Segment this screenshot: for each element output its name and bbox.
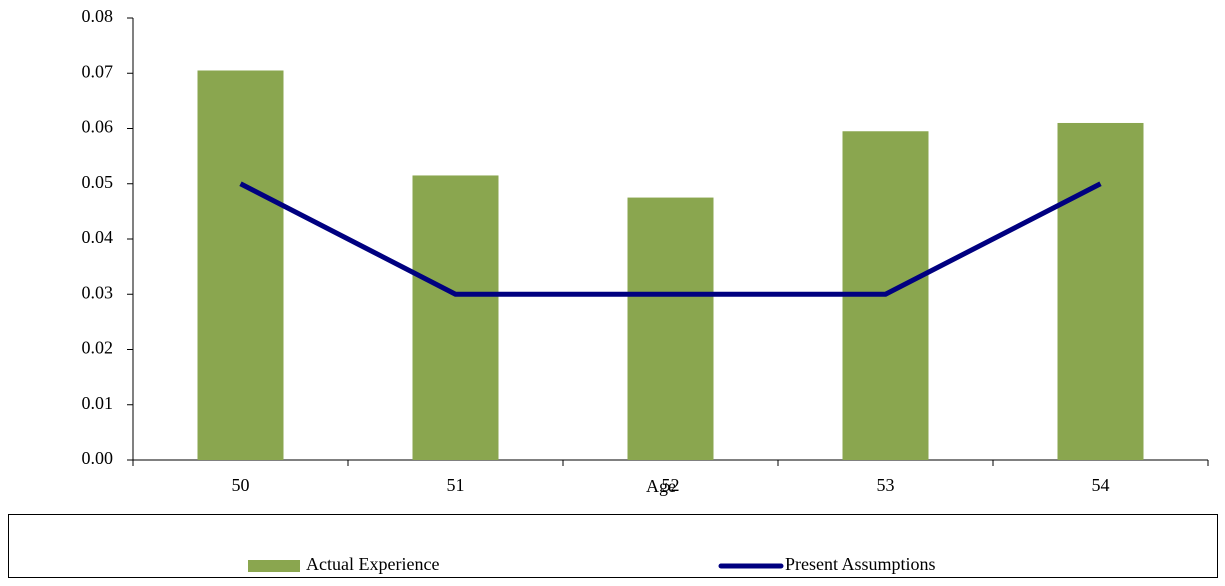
x-tick-label: 53 (877, 475, 895, 495)
bar (1057, 122, 1144, 460)
y-tick-label: 0.03 (82, 282, 114, 302)
y-tick-label: 0.05 (82, 172, 114, 192)
bar (627, 197, 714, 460)
x-tick-label: 51 (447, 475, 465, 495)
x-axis-label: Age (646, 476, 676, 496)
y-tick-label: 0.07 (82, 61, 114, 81)
legend-box (8, 514, 1218, 578)
bar (412, 175, 499, 460)
y-tick-label: 0.01 (82, 393, 114, 413)
y-tick-label: 0.04 (82, 227, 114, 247)
x-tick-label: 50 (232, 475, 250, 495)
y-tick-label: 0.00 (82, 448, 114, 468)
y-tick-label: 0.08 (82, 6, 114, 26)
x-tick-label: 54 (1092, 475, 1110, 495)
legend-label: Present Assumptions (785, 554, 936, 574)
legend-label: Actual Experience (306, 554, 439, 574)
line (239, 181, 1102, 297)
y-tick-label: 0.06 (82, 117, 114, 137)
y-tick-label: 0.02 (82, 338, 114, 358)
legend-swatch (248, 560, 300, 572)
x-tick-label: 52 (662, 475, 680, 495)
bar (197, 70, 284, 461)
